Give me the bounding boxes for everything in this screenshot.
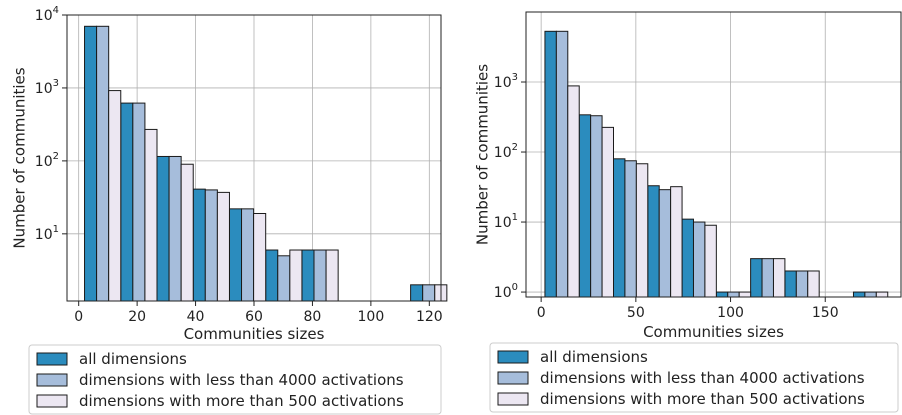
bar-all-dimensions [852,291,866,298]
bar-more-than-500 [807,270,820,298]
bar-all-dimensions [156,155,170,302]
y-ticks: 101 102 103 104 [35,5,67,243]
x-tick-label: 80 [304,309,322,325]
y-tick-label: 100 [494,282,518,301]
bar-less-than-4000 [555,30,569,298]
bar-more-than-500 [253,212,267,302]
legend-label-all-dimensions: all dimensions [540,348,648,366]
x-tick-label: 0 [537,305,546,321]
y-tick-label: 101 [494,212,518,231]
bar-more-than-500 [875,291,889,298]
bar-less-than-4000 [624,160,637,298]
bar-more-than-500 [180,163,194,302]
bar-more-than-500 [325,249,339,302]
y-tick-label: 102 [35,151,59,170]
y-axis-label: Number of communities [474,64,492,245]
bars [544,30,889,298]
bar-more-than-500 [738,291,752,298]
bar-all-dimensions [410,284,424,302]
bar-less-than-4000 [692,221,706,298]
bar-more-than-500 [108,90,122,302]
legend-label-more-than-500: dimensions with more than 500 activation… [540,390,865,408]
right-chart: 0 50 100 150 100 101 102 103 Communities sizes… [474,11,902,413]
bar-all-dimensions [84,25,98,302]
bars [84,25,448,302]
y-tick-label: 103 [35,78,59,97]
x-tick-label: 60 [245,309,263,325]
bar-more-than-500 [635,163,649,298]
bar-more-than-500 [144,128,158,302]
x-tick-label: 100 [358,309,385,325]
bar-less-than-4000 [422,284,436,302]
x-axis-label: Communities sizes [184,325,325,343]
bar-less-than-4000 [132,102,146,302]
bar-all-dimensions [647,185,660,298]
x-tick-label: 0 [74,309,83,325]
bar-all-dimensions [265,249,279,302]
y-axis-label: Number of communities [11,67,29,248]
bar-less-than-4000 [313,249,327,302]
legend-swatch-more-than-500 [36,394,68,408]
bar-more-than-500 [216,191,230,302]
x-ticks: 0 50 100 150 [537,297,839,321]
left-chart: 0 20 40 60 80 100 120 101 102 103 104 Communities… [11,5,448,415]
bar-all-dimensions [228,208,243,302]
legend-frame [489,342,899,413]
bar-all-dimensions [120,102,134,302]
bar-all-dimensions [681,218,694,298]
legend: all dimensions dimensions with less than… [28,344,442,415]
x-axis-label: Communities sizes [643,323,784,341]
bar-less-than-4000 [168,155,182,302]
legend-label-less-than-4000: dimensions with less than 4000 activatio… [79,371,404,389]
x-tick-label: 40 [187,309,205,325]
bar-less-than-4000 [277,255,291,302]
legend-swatch-all-dimensions [36,352,68,366]
y-tick-label: 102 [494,142,518,161]
bar-more-than-500 [704,224,717,298]
x-tick-label: 20 [128,309,146,325]
bar-less-than-4000 [727,291,740,298]
bar-less-than-4000 [795,270,809,298]
y-tick-label: 101 [35,224,59,243]
legend-frame [28,344,442,415]
bar-less-than-4000 [864,291,877,298]
bar-all-dimensions [192,188,206,302]
bar-all-dimensions [301,249,315,302]
legend-label-all-dimensions: all dimensions [79,350,187,368]
x-tick-label: 50 [627,305,645,321]
legend-label-more-than-500: dimensions with more than 500 activation… [79,392,404,410]
bar-less-than-4000 [96,25,110,302]
legend-swatch-more-than-500 [497,392,529,406]
bar-more-than-500 [670,186,683,298]
bar-more-than-500 [289,249,303,302]
bar-all-dimensions [784,270,797,298]
legend-swatch-less-than-4000 [36,373,68,387]
bar-all-dimensions [613,158,626,298]
bar-more-than-500 [601,126,615,298]
bar-all-dimensions [578,114,592,298]
bar-less-than-4000 [590,115,603,298]
bar-all-dimensions [750,258,763,298]
legend-label-less-than-4000: dimensions with less than 4000 activatio… [540,369,865,387]
plot-frame [525,11,902,298]
y-ticks: 100 101 102 103 [494,72,526,301]
bar-less-than-4000 [761,258,774,298]
bar-more-than-500 [567,85,580,298]
x-tick-label: 150 [812,305,839,321]
bar-less-than-4000 [241,208,255,302]
bar-more-than-500 [772,258,786,298]
y-tick-label: 104 [35,5,59,24]
x-ticks: 0 20 40 60 80 100 120 [74,301,443,325]
legend: all dimensions dimensions with less than… [489,342,899,413]
y-tick-label: 103 [494,72,518,91]
legend-swatch-less-than-4000 [497,371,529,385]
x-tick-label: 120 [416,309,443,325]
bar-less-than-4000 [204,189,218,302]
bar-all-dimensions [544,30,557,298]
x-tick-label: 100 [717,305,744,321]
legend-swatch-all-dimensions [497,350,529,364]
bar-less-than-4000 [658,189,672,298]
bar-all-dimensions [715,291,729,298]
